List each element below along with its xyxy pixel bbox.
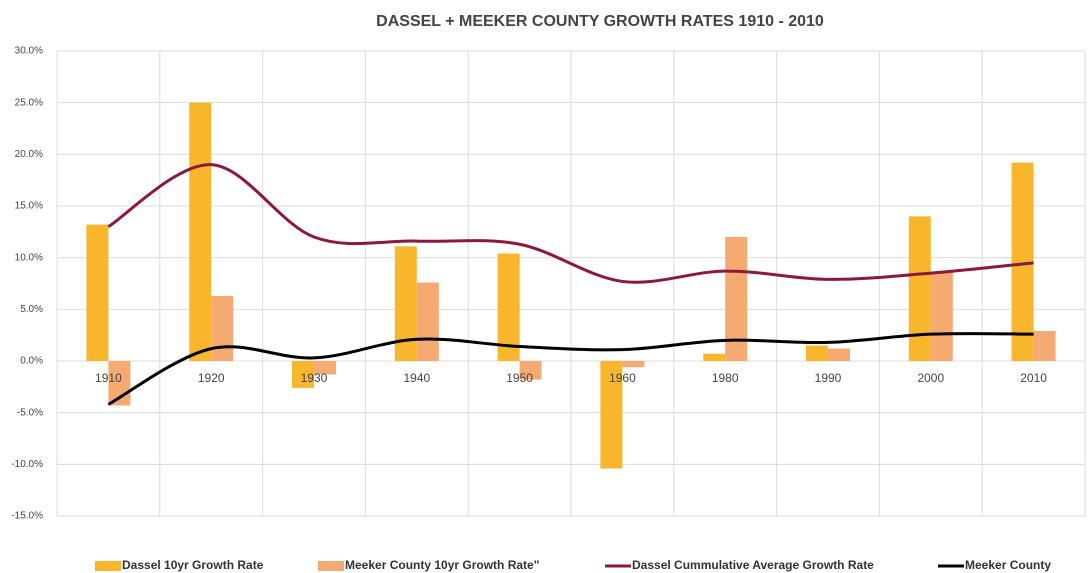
y-tick-label: 10.0%	[15, 252, 43, 263]
bar	[497, 253, 520, 361]
legend-swatch	[95, 561, 121, 571]
bar	[806, 345, 828, 361]
x-tick-label: 1930	[301, 371, 328, 385]
x-tick-label: 1960	[609, 371, 636, 385]
bar	[703, 353, 726, 361]
y-tick-label: -10.0%	[11, 459, 43, 470]
bar	[908, 216, 931, 361]
x-tick-label: 1950	[506, 371, 533, 385]
bar	[292, 361, 314, 388]
bar	[930, 272, 953, 361]
y-tick-label: -15.0%	[11, 511, 43, 522]
x-tick-label: 2000	[917, 371, 944, 385]
x-tick-label: 1920	[198, 371, 225, 385]
bar	[416, 282, 439, 361]
legend-label: Dassel Cummulative Average Growth Rate	[632, 558, 874, 572]
bar	[828, 348, 850, 361]
line	[107, 332, 1034, 406]
bar	[211, 295, 234, 361]
bar	[86, 224, 109, 361]
bar	[519, 361, 542, 380]
legend-label: Meeker County	[965, 558, 1051, 572]
bar	[622, 361, 645, 368]
bar	[1033, 331, 1056, 361]
y-tick-label: 20.0%	[15, 149, 43, 160]
legend-label: Dassel 10yr Growth Rate	[122, 558, 264, 572]
bar	[314, 361, 336, 375]
x-tick-label: 1940	[403, 371, 430, 385]
y-tick-label: -5.0%	[17, 407, 43, 418]
legend-swatch	[318, 561, 344, 571]
x-tick-label: 2010	[1020, 371, 1047, 385]
x-tick-label: 1980	[712, 371, 739, 385]
x-tick-label: 1910	[95, 371, 122, 385]
y-tick-label: 30.0%	[15, 46, 43, 57]
bar	[1011, 162, 1034, 361]
legend-label: Meeker County 10yr Growth Rate"	[345, 558, 539, 572]
bar	[189, 102, 212, 362]
x-tick-label: 1990	[815, 371, 842, 385]
line	[107, 163, 1034, 284]
bar	[600, 361, 623, 469]
chart-title: DASSEL + MEEKER COUNTY GROWTH RATES 1910…	[376, 13, 824, 30]
y-tick-label: 25.0%	[15, 97, 43, 108]
y-tick-label: 5.0%	[20, 304, 43, 315]
y-tick-label: 15.0%	[15, 201, 43, 212]
bar	[394, 246, 417, 361]
bar	[725, 237, 748, 361]
y-tick-label: 0.0%	[20, 356, 43, 367]
